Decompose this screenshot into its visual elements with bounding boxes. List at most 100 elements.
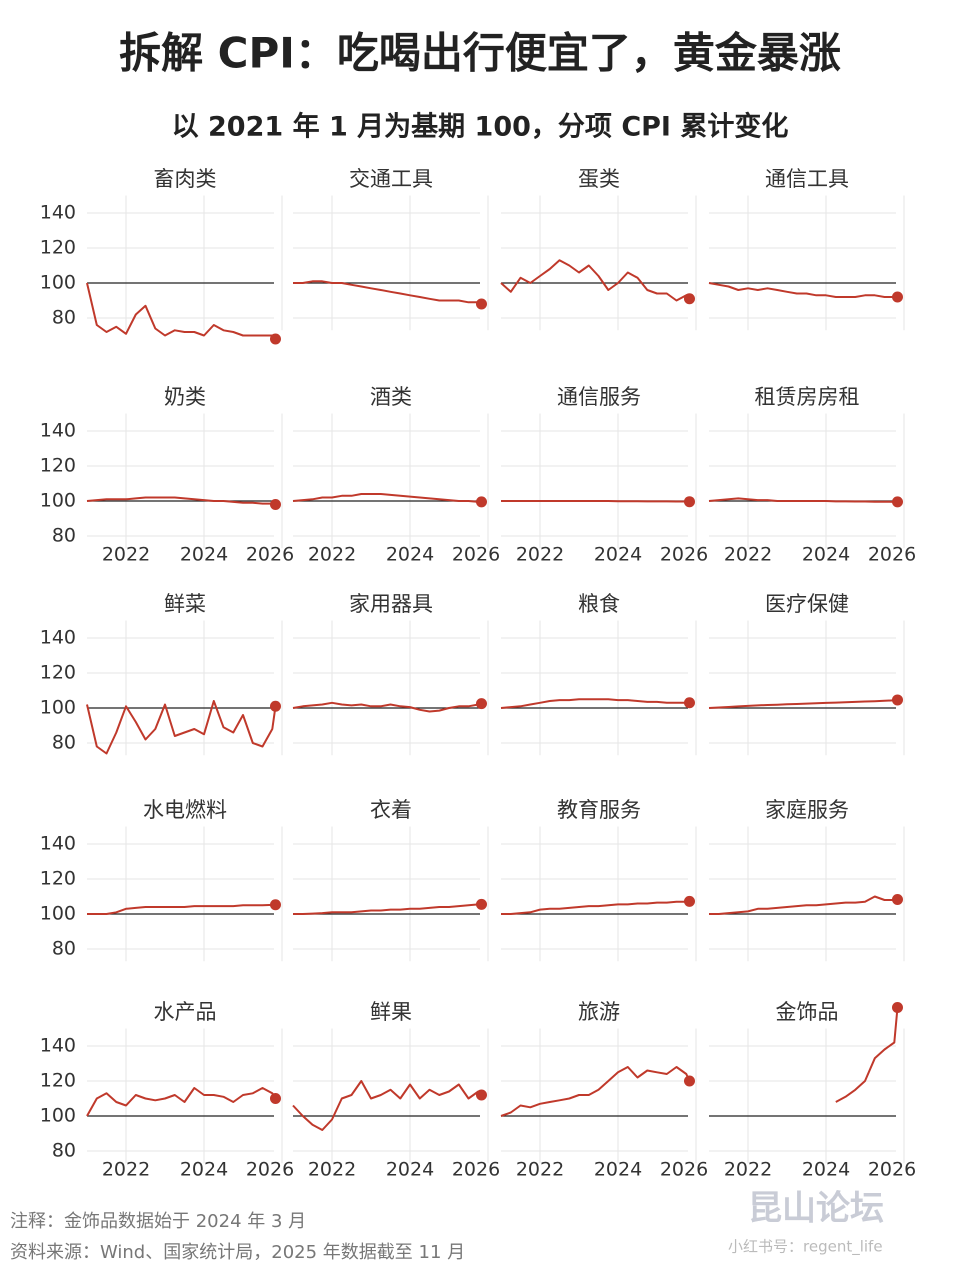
panel-title: 酒类 (370, 385, 412, 409)
end-point (475, 496, 487, 508)
series-line (86, 496, 276, 506)
y-tick-label: 100 (40, 903, 76, 925)
y-tick-label: 140 (40, 202, 76, 224)
y-tick-label: 140 (40, 833, 76, 855)
panel-title: 旅游 (578, 1000, 620, 1024)
y-tick-label: 140 (40, 420, 76, 442)
series-line (501, 900, 690, 915)
series-line (500, 259, 691, 302)
series-line (292, 493, 482, 503)
x-tick-label: 2026 (452, 1159, 500, 1181)
series-line (86, 700, 277, 755)
x-tick-label: 2024 (386, 1159, 434, 1181)
x-tick-label: 2022 (516, 1159, 564, 1181)
panel-title: 家用器具 (349, 592, 433, 616)
end-point (683, 895, 695, 907)
x-tick-label: 2022 (102, 1159, 150, 1181)
x-tick-label: 2026 (660, 1159, 708, 1181)
end-point (475, 1089, 487, 1101)
end-point (891, 1002, 903, 1013)
panel-title: 鲜菜 (164, 592, 206, 616)
end-point (269, 499, 281, 510)
end-point (683, 697, 695, 709)
panel-title: 通信工具 (765, 167, 849, 191)
x-tick-label: 2022 (308, 544, 356, 566)
panel-title: 奶类 (164, 385, 206, 409)
x-tick-label: 2026 (868, 544, 916, 566)
y-tick-label: 100 (40, 697, 76, 719)
end-point (269, 700, 281, 712)
x-tick-label: 2026 (246, 1159, 294, 1181)
panel-title: 粮食 (578, 592, 620, 616)
panel-title: 蛋类 (578, 167, 620, 191)
y-tick-label: 100 (40, 1105, 76, 1127)
end-point (891, 893, 903, 905)
y-tick-label: 120 (40, 455, 76, 477)
panel-title: 水产品 (154, 1000, 217, 1024)
end-point (269, 899, 281, 911)
end-point (683, 1075, 695, 1087)
end-point (269, 1093, 281, 1104)
y-tick-label: 120 (40, 237, 76, 259)
y-tick-label: 80 (52, 732, 76, 754)
series-line (501, 500, 690, 503)
series-line (87, 903, 276, 915)
end-point (891, 291, 903, 303)
x-tick-label: 2024 (386, 544, 434, 566)
end-point (683, 293, 695, 305)
panel-title: 医疗保健 (765, 592, 849, 616)
y-tick-label: 80 (52, 938, 76, 960)
series-line (708, 497, 898, 503)
y-tick-label: 80 (52, 307, 76, 329)
panel-title: 鲜果 (370, 1000, 412, 1024)
x-tick-label: 2024 (180, 544, 228, 566)
x-tick-label: 2024 (180, 1159, 228, 1181)
series-line (86, 1087, 277, 1117)
end-point (891, 694, 903, 706)
y-tick-label: 140 (40, 627, 76, 649)
end-point (475, 698, 487, 710)
x-tick-label: 2024 (802, 1159, 850, 1181)
y-tick-label: 100 (40, 272, 76, 294)
panel-title: 衣着 (370, 798, 412, 822)
x-tick-label: 2024 (594, 1159, 642, 1181)
source: 资料来源：Wind、国家统计局，2025 年数据截至 11 月 (10, 1242, 465, 1263)
x-tick-label: 2022 (724, 544, 772, 566)
panel-title: 通信服务 (557, 385, 641, 409)
panel-title: 水电燃料 (143, 798, 227, 822)
series-line (835, 1007, 899, 1103)
end-point (475, 298, 487, 310)
x-tick-label: 2022 (516, 544, 564, 566)
x-tick-label: 2026 (868, 1159, 916, 1181)
y-tick-label: 120 (40, 1070, 76, 1092)
x-tick-label: 2024 (594, 544, 642, 566)
series-line (293, 903, 482, 915)
series-line (500, 1066, 691, 1117)
panel-title: 教育服务 (557, 798, 641, 822)
y-tick-label: 80 (52, 525, 76, 547)
series-line (292, 1080, 483, 1131)
x-tick-label: 2022 (102, 544, 150, 566)
panel-title: 畜肉类 (154, 167, 217, 191)
panel-title: 交通工具 (349, 167, 433, 191)
end-point (269, 333, 281, 345)
end-point (683, 496, 695, 508)
y-tick-label: 120 (40, 662, 76, 684)
series-line (86, 282, 277, 340)
series-line (293, 280, 482, 305)
end-point (475, 898, 487, 910)
y-tick-label: 120 (40, 868, 76, 890)
series-line (500, 698, 690, 709)
panel-title: 租赁房房租 (755, 385, 860, 409)
watermark-handle: 小红书号：regent_life (728, 1238, 883, 1257)
panel-title: 家庭服务 (765, 798, 849, 822)
watermark: 昆山论坛 (748, 1189, 884, 1229)
series-line (709, 895, 898, 915)
series-line (708, 699, 898, 709)
end-point (891, 496, 903, 508)
chart-title: 拆解 CPI：吃喝出行便宜了，黄金暴涨 (119, 29, 841, 78)
x-tick-label: 2026 (660, 544, 708, 566)
x-tick-label: 2022 (308, 1159, 356, 1181)
x-tick-label: 2024 (802, 544, 850, 566)
